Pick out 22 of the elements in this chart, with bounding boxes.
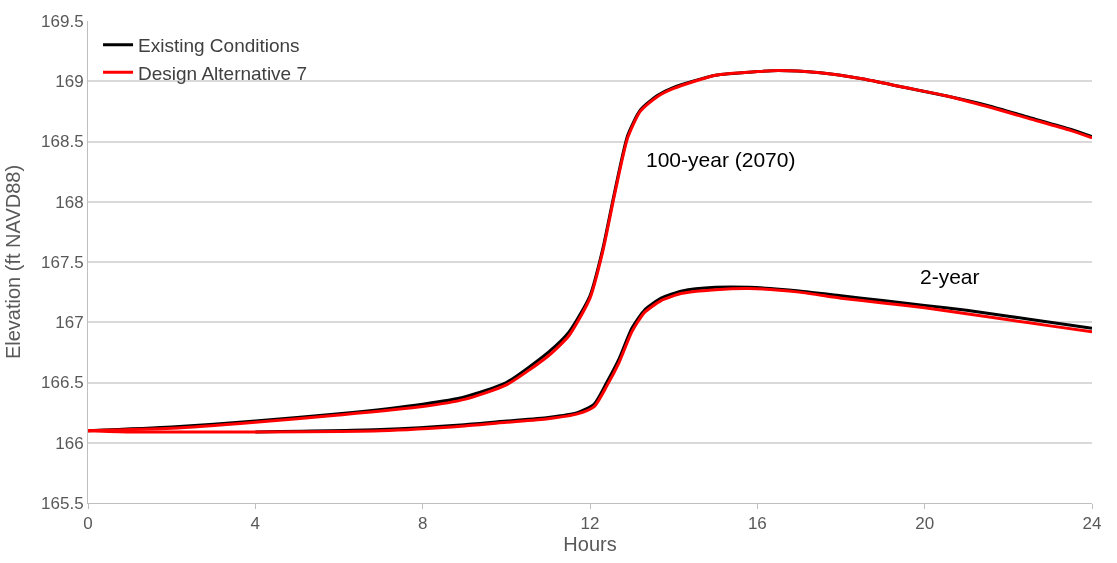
y-tick-label: 169.5 — [41, 11, 84, 31]
y-tick-label: 168 — [55, 192, 84, 212]
x-axis-title: Hours — [563, 533, 617, 556]
x-tick-label: 0 — [83, 514, 93, 534]
annotation: 2-year — [920, 265, 980, 288]
x-tick-label: 4 — [250, 514, 261, 534]
x-tick-label: 16 — [747, 514, 767, 534]
legend-label: Design Alternative 7 — [138, 62, 308, 84]
annotation: 100-year (2070) — [646, 148, 796, 171]
y-tick-label: 166.5 — [41, 373, 84, 393]
y-tick-label: 165.5 — [41, 493, 84, 513]
x-tick-label: 12 — [580, 514, 600, 534]
x-tick-label: 24 — [1082, 514, 1102, 534]
x-tick-label: 20 — [915, 514, 935, 534]
y-tick-label: 167 — [55, 313, 84, 333]
y-tick-label: 169 — [55, 72, 84, 92]
y-tick-label: 167.5 — [41, 252, 84, 272]
y-tick-label: 166 — [55, 433, 84, 453]
x-tick-label: 8 — [417, 514, 428, 534]
y-tick-label: 168.5 — [41, 132, 84, 152]
y-axis-title: Elevation (ft NAVD88) — [1, 164, 24, 360]
legend-label: Existing Conditions — [138, 35, 300, 57]
